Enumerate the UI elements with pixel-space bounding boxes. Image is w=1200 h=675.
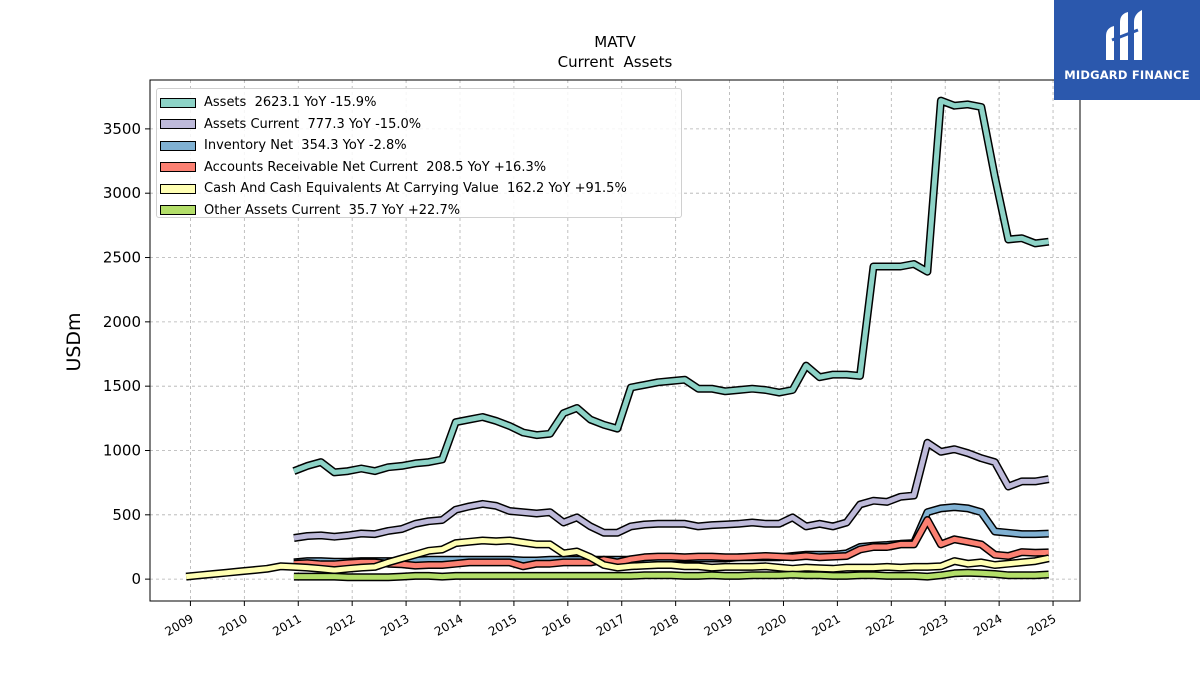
legend-swatch-inventory-net [160, 140, 196, 151]
x-tick-label: 2016 [540, 611, 573, 638]
series-2 [293, 438, 1050, 542]
series-line [293, 517, 1049, 569]
legend-label-other-assets-current: Other Assets Current 35.7 YoY +22.7% [204, 202, 461, 218]
logo-mark-icon [1106, 10, 1142, 60]
legend-item-assets: Assets 2623.1 YoY -15.9% [160, 92, 681, 114]
x-tick-label: 2015 [486, 611, 519, 638]
legend-swatch-other-assets-current [160, 205, 196, 216]
legend-swatch-accounts-receivable [160, 162, 196, 173]
logo-text: MIDGARD FINANCE [1064, 68, 1190, 82]
x-tick-label: 2025 [1025, 611, 1058, 638]
chart-subtitle: Current Assets [558, 53, 673, 71]
series-layer [185, 96, 1050, 582]
y-tick-label: 2000 [103, 313, 141, 331]
legend: Assets 2623.1 YoY -15.9% Assets Current … [156, 88, 682, 218]
legend-item-accounts-receivable: Accounts Receivable Net Current 208.5 Yo… [160, 157, 681, 179]
x-tick-label: 2009 [162, 611, 195, 638]
x-tick-label: 2023 [917, 611, 950, 638]
x-tick-label: 2022 [863, 611, 896, 638]
legend-label-cash: Cash And Cash Equivalents At Carrying Va… [204, 181, 627, 197]
series-line [293, 440, 1050, 541]
series-line [293, 98, 1050, 475]
legend-item-cash: Cash And Cash Equivalents At Carrying Va… [160, 178, 681, 200]
legend-item-assets-current: Assets Current 777.3 YoY -15.0% [160, 114, 681, 136]
y-tick-label: 1000 [103, 441, 141, 459]
x-tick-label: 2011 [270, 611, 303, 638]
x-tick-label: 2020 [756, 611, 789, 638]
logo: MIDGARD FINANCE [1054, 0, 1200, 100]
series-line [293, 570, 1049, 580]
legend-label-assets: Assets 2623.1 YoY -15.9% [204, 95, 377, 111]
x-tick-label: 2013 [378, 611, 411, 638]
x-tick-label: 2024 [971, 611, 1004, 638]
y-tick-label: 2500 [103, 249, 141, 267]
legend-label-inventory-net: Inventory Net 354.3 YoY -2.8% [204, 138, 407, 154]
plot-frame [149, 79, 1081, 602]
y-tick-label: 0 [131, 570, 141, 588]
legend-swatch-assets [160, 97, 196, 108]
y-axis-label: USDm [63, 312, 85, 371]
y-tick-label: 3500 [103, 120, 141, 138]
x-tick-label: 2017 [594, 611, 627, 638]
x-tick-label: 2019 [702, 611, 735, 638]
series-1 [292, 96, 1050, 477]
y-tick-label: 3000 [103, 184, 141, 202]
legend-swatch-cash [160, 183, 196, 194]
legend-label-assets-current: Assets Current 777.3 YoY -15.0% [204, 116, 422, 132]
y-tick-label: 500 [112, 506, 141, 524]
series-5 [185, 536, 1050, 581]
legend-label-accounts-receivable: Accounts Receivable Net Current 208.5 Yo… [204, 159, 547, 175]
y-tick-label: 1500 [103, 377, 141, 395]
legend-item-other-assets-current: Other Assets Current 35.7 YoY +22.7% [160, 200, 681, 222]
x-tick-label: 2012 [324, 611, 357, 638]
x-tick-label: 2018 [648, 611, 681, 638]
legend-swatch-assets-current [160, 119, 196, 130]
series-6 [293, 568, 1049, 582]
series-line [185, 538, 1050, 580]
x-tick-label: 2010 [216, 611, 249, 638]
legend-item-inventory-net: Inventory Net 354.3 YoY -2.8% [160, 135, 681, 157]
series-4 [293, 516, 1049, 571]
x-tick-label: 2021 [809, 611, 842, 638]
chart-title: MATV [594, 33, 636, 51]
x-tick-label: 2014 [432, 611, 465, 638]
